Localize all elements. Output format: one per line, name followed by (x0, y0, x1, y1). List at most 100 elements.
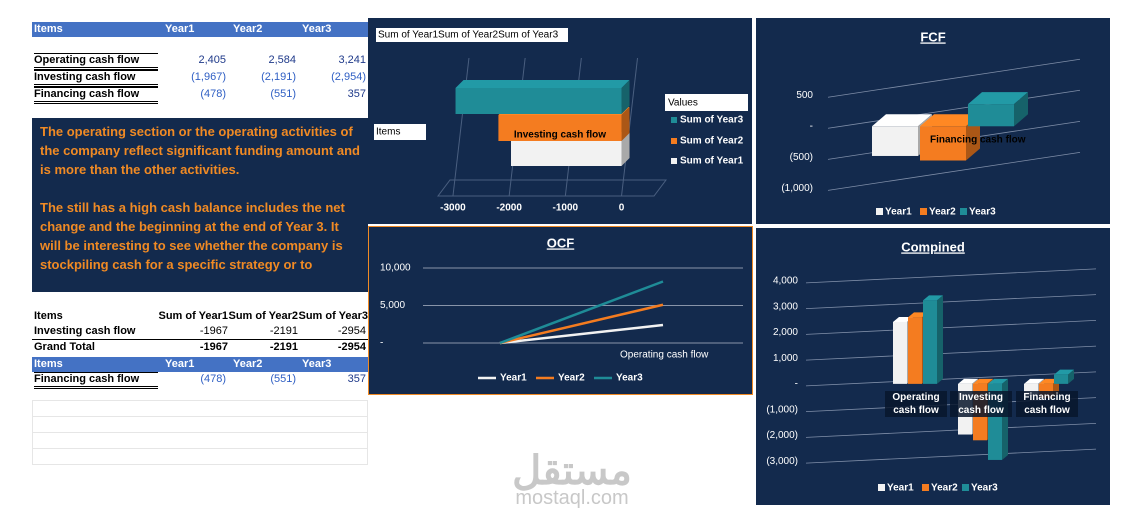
legend-swatch (960, 208, 967, 215)
bar (968, 104, 1014, 127)
grid-line (805, 294, 1097, 310)
legend-swatch (878, 484, 885, 491)
table-cell: -2191 (269, 341, 298, 353)
bar (498, 115, 622, 141)
table-cell: (2,954) (331, 71, 366, 83)
table-cell: (551) (270, 373, 296, 385)
bar-side (1068, 369, 1074, 384)
chart-title: FCF (920, 29, 945, 44)
note-paragraph: The still has a high cash balance includ… (40, 200, 345, 272)
legend-label: Year2 (931, 483, 958, 494)
y-tick-label: (500) (790, 152, 813, 163)
chart: OCF 10,000 5,000 - Year1 Year2 Year3 Operating … (380, 235, 743, 384)
table-cell: Year2 (233, 358, 263, 370)
y-tick-label: 1,000 (773, 353, 798, 364)
x-tick-label: -2000 (496, 203, 522, 214)
table-cell: Sum of Year1 (158, 310, 229, 322)
legend-label: Sum of Year1 (680, 156, 744, 167)
grid-line (827, 151, 1081, 191)
bar-top (988, 378, 1008, 384)
table-cell: Sum of Year3 (298, 310, 369, 322)
table-cell: (2,191) (261, 71, 296, 83)
legend-label: Year3 (616, 373, 643, 384)
legend-label: Year3 (971, 483, 998, 494)
table-header-bar (32, 22, 368, 37)
bar-top (923, 295, 943, 301)
category-label: Investing cash flow (950, 391, 1012, 417)
series-line (499, 303, 664, 345)
bar-side (621, 80, 630, 114)
title-box (376, 28, 568, 42)
chart-title: Sum of Year1Sum of Year2Sum of Year3 (378, 30, 559, 41)
x-tick-label: -3000 (440, 203, 466, 214)
bar (872, 126, 918, 156)
table-cell: Investing cash flow (34, 325, 136, 337)
grid-line (805, 345, 1097, 361)
legend-swatch (876, 208, 883, 215)
table-cell: Operating cash flow (34, 53, 158, 70)
table-cell: Year2 (233, 23, 263, 35)
table-cell: 2,405 (198, 54, 226, 66)
bar (510, 140, 622, 166)
table-cell: -1967 (199, 341, 228, 353)
legend-swatch (671, 117, 677, 123)
table-cell: 3,241 (338, 54, 366, 66)
grid-line (827, 58, 1081, 98)
floor (437, 179, 667, 197)
chart-panel: OCF 10,000 5,000 - Year1 Year2 Year3 Operating … (368, 226, 753, 395)
y-tick-label: - (380, 338, 383, 349)
legend-label: Year1 (885, 207, 912, 218)
y-tick-label: 2,000 (773, 327, 798, 338)
table-cell: Items (34, 23, 63, 35)
table-cell: -2954 (337, 341, 366, 353)
y-tick-label: (1,000) (766, 404, 798, 415)
bar (923, 300, 937, 384)
legend-title-box (665, 94, 748, 111)
legend-label: Sum of Year3 (680, 115, 744, 126)
legend-label: Year2 (929, 207, 956, 218)
table-cell: 357 (347, 88, 366, 100)
bar-top (968, 92, 1028, 105)
category-label: Operating cash flow (885, 391, 947, 417)
table-cell: Year3 (302, 358, 332, 370)
y-tick-label: 500 (796, 90, 813, 101)
y-tick-label: 4,000 (773, 276, 798, 287)
chart-panel: Sum of Year1Sum of Year2Sum of Year3 Item… (368, 18, 752, 224)
legend-label: Year2 (558, 373, 585, 384)
table-cell: Year3 (302, 23, 332, 35)
bar-top (1054, 369, 1074, 375)
y-tick-label: (3,000) (766, 456, 798, 467)
grid-line (805, 319, 1097, 335)
table-cell: Year1 (165, 358, 195, 370)
category-label: Investing cash flow (514, 130, 606, 141)
chart-title: Compined (901, 239, 965, 254)
y-tick-label: 10,000 (380, 263, 411, 274)
y-tick-label: - (810, 121, 813, 132)
legend-label: Year1 (500, 373, 527, 384)
legend-swatch (671, 158, 677, 164)
bar-top (920, 114, 980, 127)
chart-panel: FCF 500 - (500) (1,000) Financing cash flow Ye… (756, 18, 1110, 224)
table-header-bar (32, 357, 368, 372)
bar (893, 321, 907, 384)
y-tick-label: (1,000) (781, 183, 813, 194)
chart: FCF 500 - (500) (1,000) Financing cash flow Ye… (781, 29, 1081, 218)
table-cell: Financing cash flow (34, 87, 158, 104)
legend-label: Year1 (887, 483, 914, 494)
legend-label: Year3 (969, 207, 996, 218)
table-cell: Year1 (165, 23, 195, 35)
table-cell: 357 (347, 373, 366, 385)
legend-label: Sum of Year2 (680, 136, 744, 147)
empty-rows (32, 400, 368, 465)
category-label: Financing cash flow (930, 135, 1026, 146)
bar-side (1014, 92, 1028, 127)
grid-line (805, 422, 1097, 438)
bar (1054, 374, 1068, 384)
y-tick-label: (2,000) (766, 430, 798, 441)
grid-line (452, 57, 470, 197)
bar-top (973, 378, 993, 384)
table-cell: (1,967) (191, 71, 226, 83)
table-cell: Financing cash flow (34, 372, 158, 389)
bar-side (937, 295, 943, 384)
